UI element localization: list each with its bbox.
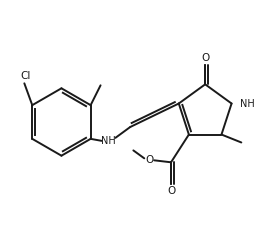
Text: Cl: Cl bbox=[20, 71, 30, 81]
Text: NH: NH bbox=[101, 136, 116, 146]
Text: O: O bbox=[145, 155, 153, 165]
Text: O: O bbox=[167, 186, 175, 196]
Text: NH: NH bbox=[240, 99, 255, 109]
Text: O: O bbox=[201, 52, 209, 62]
